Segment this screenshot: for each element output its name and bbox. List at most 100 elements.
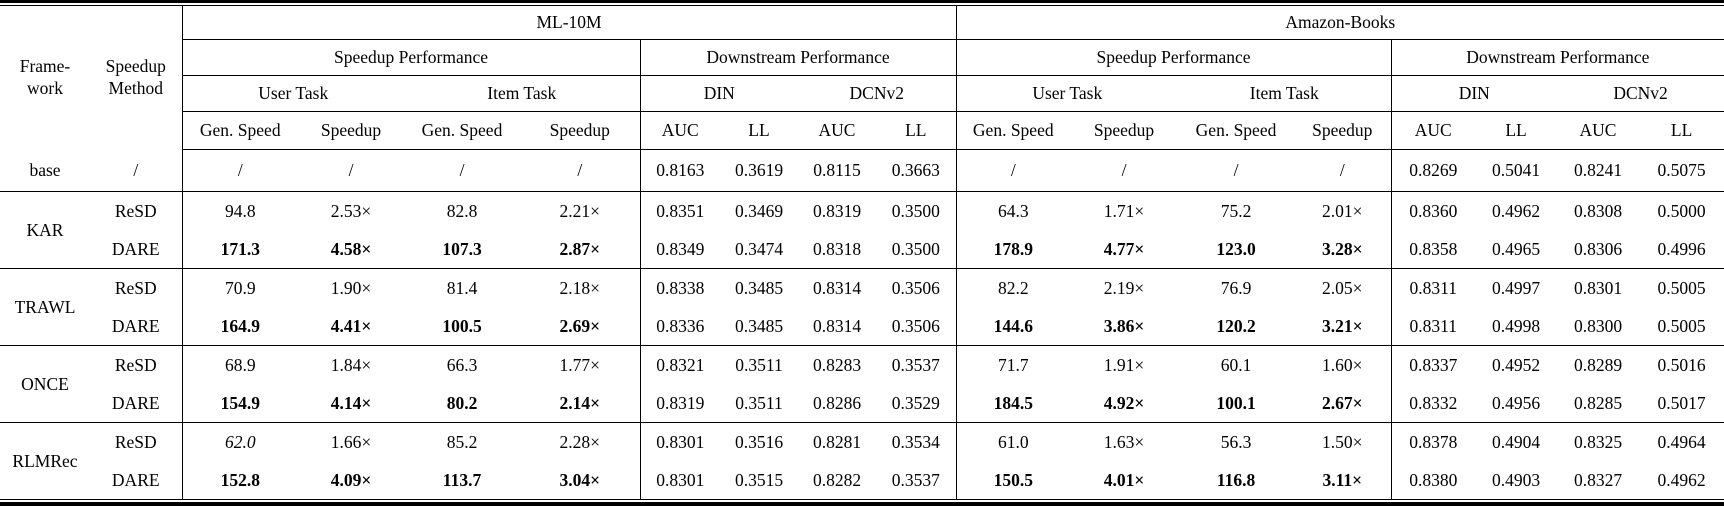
data-cell: 0.5000 <box>1657 200 1706 221</box>
header-speedup: Speedup <box>1294 111 1392 150</box>
data-cell: 0.8301 <box>1573 277 1623 298</box>
method-cell: DARE <box>90 230 183 269</box>
data-cell: 4.77× <box>1070 230 1179 269</box>
header-ll: LL <box>1475 111 1558 150</box>
data-cell: 81.4 <box>446 277 478 298</box>
table-body: base / / / //0.8163 0.3619 0.8115 0.3663// //0.8… <box>0 149 1724 500</box>
data-cell: 0.8337 <box>1390 345 1476 384</box>
data-cell: 4.09× <box>298 461 404 500</box>
benchmark-table: Frame- work Speedup Method ML-10M Amazon… <box>0 5 1724 500</box>
data-cell: 0.5075 <box>1639 149 1724 192</box>
header-dataset-ml10m: ML-10M <box>182 5 957 40</box>
data-cell: 0.5005 <box>1657 277 1706 298</box>
data-cell: 0.8311 <box>1390 268 1476 307</box>
data-cell: 0.8301 <box>639 422 720 461</box>
data-cell: 116.8 <box>1178 461 1295 500</box>
data-cell: 0.8332 <box>1390 384 1476 423</box>
data-cell: 3.04× <box>520 461 640 500</box>
data-cell: 0.3506 <box>891 277 940 298</box>
data-cell: 94.8 <box>224 200 256 221</box>
data-cell: 0.3529 <box>876 384 957 423</box>
data-cell: 4.14× <box>298 384 404 423</box>
data-cell: 2.14× <box>520 384 640 423</box>
data-cell: 1.84× <box>330 354 372 375</box>
data-cell: 64.3 <box>955 191 1071 230</box>
data-cell: 1.71× <box>1103 200 1145 221</box>
data-cell: / <box>955 149 1071 192</box>
framework-cell: base <box>0 149 90 192</box>
data-cell: 0.8306 <box>1557 230 1640 269</box>
data-cell: 0.4952 <box>1491 354 1541 375</box>
data-cell: 4.58× <box>298 230 404 269</box>
data-cell: 1.63× <box>1103 431 1145 452</box>
data-cell: 0.8321 <box>639 345 720 384</box>
data-cell: 0.5005 <box>1639 307 1724 346</box>
data-cell: 0.8318 <box>798 230 876 269</box>
header-speedup: Speedup <box>1070 111 1179 150</box>
data-cell: 0.8380 <box>1390 461 1476 500</box>
data-cell: 0.3511 <box>720 384 798 423</box>
data-cell: 123.0 <box>1178 230 1295 269</box>
data-cell: 171.3 <box>182 230 298 269</box>
data-cell: 0.8269 <box>1390 149 1476 192</box>
data-cell: 1.90× <box>330 277 372 298</box>
data-cell: 0.8241 <box>1557 149 1640 192</box>
data-cell: 0.8360 <box>1390 191 1476 230</box>
data-cell: 0.8311 <box>1390 307 1476 346</box>
framework-cell: RLMRec <box>0 422 90 500</box>
data-cell: 0.3515 <box>720 461 798 500</box>
data-cell: 0.8336 <box>639 307 720 346</box>
data-cell: 144.6 <box>955 307 1071 346</box>
data-cell: 0.8314 <box>812 277 862 298</box>
header-section-downstream: Downstream Performance <box>639 39 957 76</box>
data-cell: 0.3500 <box>891 200 940 221</box>
data-cell: 150.5 <box>955 461 1071 500</box>
header-section-downstream: Downstream Performance <box>1390 39 1724 76</box>
data-cell: 82.2 <box>955 268 1071 307</box>
data-cell: / <box>298 149 404 192</box>
data-cell: 75.2 <box>1220 200 1252 221</box>
data-cell: 0.4956 <box>1475 384 1558 423</box>
header-item-task: Item Task <box>404 75 640 112</box>
data-cell: 0.4903 <box>1475 461 1558 500</box>
method-cell: / <box>90 149 183 192</box>
data-cell: 61.0 <box>955 422 1071 461</box>
data-cell: / <box>520 149 640 192</box>
data-cell: 0.3500 <box>876 230 957 269</box>
data-cell: 0.4964 <box>1657 431 1706 452</box>
data-cell: 0.3663 <box>876 149 957 192</box>
header-ll: LL <box>720 111 798 150</box>
data-cell: 3.28× <box>1294 230 1392 269</box>
data-cell: 0.8289 <box>1573 354 1623 375</box>
data-cell: 0.8349 <box>639 230 720 269</box>
header-method: Speedup Method <box>90 5 183 150</box>
data-cell: 0.3485 <box>734 277 784 298</box>
header-dcnv2: DCNv2 <box>798 75 957 112</box>
header-auc: AUC <box>639 111 720 150</box>
method-cell: ReSD <box>90 345 183 384</box>
framework-cell: TRAWL <box>0 268 90 346</box>
data-cell: 0.3506 <box>876 307 957 346</box>
data-cell: 1.50× <box>1322 431 1363 452</box>
data-cell: 0.4965 <box>1475 230 1558 269</box>
header-gen-speed: Gen. Speed <box>404 111 520 150</box>
data-cell: 0.8163 <box>639 149 720 192</box>
data-cell: 85.2 <box>446 431 478 452</box>
data-cell: 4.01× <box>1070 461 1179 500</box>
data-cell: 0.5041 <box>1475 149 1558 192</box>
data-cell: 0.8351 <box>639 191 720 230</box>
data-cell: 2.01× <box>1322 200 1363 221</box>
header-din: DIN <box>639 75 798 112</box>
data-cell: 3.21× <box>1294 307 1392 346</box>
data-cell: 0.8338 <box>639 268 720 307</box>
data-cell: 0.8285 <box>1557 384 1640 423</box>
data-cell: 62.0 <box>224 431 256 452</box>
data-cell: 0.8358 <box>1390 230 1476 269</box>
data-cell: 0.8327 <box>1557 461 1640 500</box>
data-cell: 164.9 <box>182 307 298 346</box>
data-cell: 0.3537 <box>876 461 957 500</box>
framework-cell: KAR <box>0 191 90 269</box>
header-ll: LL <box>1639 111 1724 150</box>
header-gen-speed: Gen. Speed <box>182 111 298 150</box>
header-gen-speed: Gen. Speed <box>955 111 1071 150</box>
